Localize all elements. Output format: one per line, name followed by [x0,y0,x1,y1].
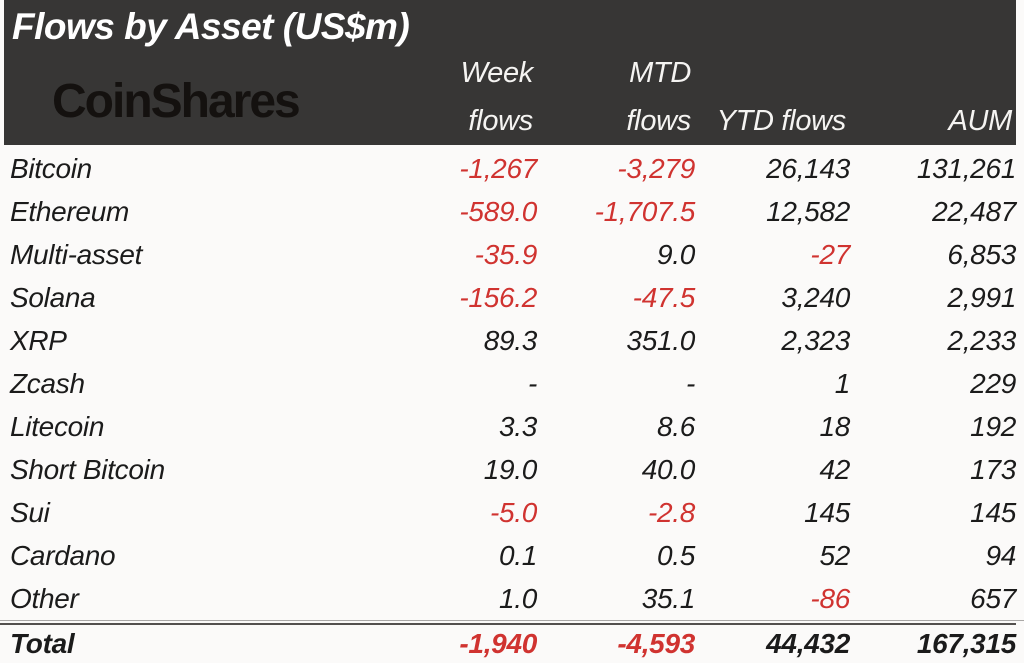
mtd-flows-value: 9.0 [656,238,695,270]
week-flows-value: -1,267 [459,152,537,184]
mtd-flows-value: 351.0 [626,324,695,356]
asset-name: Solana [10,281,96,313]
total-label: Total [10,628,75,659]
table-row: Bitcoin -1,267 -3,279 26,143 131,261 [4,147,1016,190]
aum-value: 6,853 [947,238,1016,270]
column-header-aum-line1 [846,49,1012,97]
page-title: Flows by Asset (US$m) [12,6,410,47]
aum-value: 173 [970,453,1016,485]
week-flows-value: 19.0 [483,453,538,485]
aum-value: 2,991 [947,281,1016,313]
week-flows-value: -589.0 [459,195,537,227]
mtd-flows-value: 35.1 [641,582,696,614]
week-flows-value: -35.9 [474,238,538,270]
week-flows-value: 1.0 [498,582,537,614]
column-header-week-line1: Week [460,57,534,89]
mtd-flows-value: -2.8 [647,496,695,528]
mtd-flows-value: -47.5 [632,281,696,313]
column-header-ytd-line1 [691,49,846,97]
total-divider [0,620,1024,621]
mtd-flows-value: 8.6 [656,410,695,442]
mtd-flows-value: -3,279 [617,152,695,184]
aum-value: 131,261 [916,152,1016,184]
column-header-aum-line2: AUM [948,105,1012,137]
week-flows-value: 0.1 [498,539,537,571]
ytd-flows-value: 12,582 [766,195,850,227]
asset-name: Litecoin [10,410,105,442]
column-headers: Week MTD flows flows YTD flows AUM [345,49,1013,145]
coinshares-logo: CoinShares [52,75,301,128]
ytd-flows-value: 52 [819,539,850,571]
table-header: Flows by Asset (US$m) CoinShares Week MT… [4,0,1016,145]
table-row: Solana -156.2 -47.5 3,240 2,991 [4,276,1016,319]
asset-name: Ethereum [10,195,129,227]
mtd-flows-value: 0.5 [656,539,695,571]
ytd-flows-value: 26,143 [766,152,850,184]
aum-value: 22,487 [932,195,1016,227]
aum-value: 2,233 [947,324,1016,356]
total-mtd-flows-value: -4,593 [617,628,695,659]
week-flows-value: 89.3 [483,324,538,356]
ytd-flows-value: 2,323 [781,324,850,356]
total-aum-value: 167,315 [916,628,1016,659]
column-header-ytd-line2: YTD flows [716,105,847,137]
aum-value: 657 [970,582,1016,614]
aum-value: 145 [970,496,1016,528]
asset-name: Short Bitcoin [10,453,165,485]
asset-name: Cardano [10,539,116,571]
week-flows-value: 3.3 [498,410,537,442]
ytd-flows-value: 3,240 [781,281,850,313]
aum-value: 229 [970,367,1016,399]
table-row: Sui -5.0 -2.8 145 145 [4,491,1016,534]
asset-name: Sui [10,496,50,528]
ytd-flows-value: -27 [810,238,850,270]
asset-name: Zcash [10,367,85,399]
table-row: XRP 89.3 351.0 2,323 2,233 [4,319,1016,362]
asset-name: Other [10,582,79,614]
column-header-week-line2: flows [468,105,533,137]
column-header-mtd-line2: flows [626,105,691,137]
table-row: Multi-asset -35.9 9.0 -27 6,853 [4,233,1016,276]
asset-name: Multi-asset [10,238,143,270]
week-flows-value: - [527,367,537,399]
total-week-flows-value: -1,940 [459,628,537,659]
table-row: Cardano 0.1 0.5 52 94 [4,534,1016,577]
asset-name: XRP [10,324,67,356]
week-flows-value: -5.0 [489,496,537,528]
aum-value: 192 [970,410,1016,442]
ytd-flows-value: -86 [810,582,850,614]
total-ytd-flows-value: 44,432 [766,628,850,659]
column-header-mtd-line1: MTD [629,57,691,89]
aum-value: 94 [985,539,1016,571]
ytd-flows-value: 145 [804,496,850,528]
table-row: Ethereum -589.0 -1,707.5 12,582 22,487 [4,190,1016,233]
ytd-flows-value: 18 [819,410,850,442]
asset-name: Bitcoin [10,152,92,184]
table-row: Short Bitcoin 19.0 40.0 42 173 [4,448,1016,491]
ytd-flows-value: 42 [819,453,850,485]
table-body: Bitcoin -1,267 -3,279 26,143 131,261 Eth… [4,147,1016,620]
total-section: Total -1,940 -4,593 44,432 167,315 [0,620,1024,663]
mtd-flows-value: -1,707.5 [594,195,696,227]
table-row: Litecoin 3.3 8.6 18 192 [4,405,1016,448]
ytd-flows-value: 1 [834,367,851,399]
mtd-flows-value: - [685,367,695,399]
table-row: Zcash - - 1 229 [4,362,1016,405]
mtd-flows-value: 40.0 [641,453,696,485]
table-row: Other 1.0 35.1 -86 657 [4,577,1016,620]
total-row: Total -1,940 -4,593 44,432 167,315 [0,623,1016,663]
week-flows-value: -156.2 [459,281,537,313]
